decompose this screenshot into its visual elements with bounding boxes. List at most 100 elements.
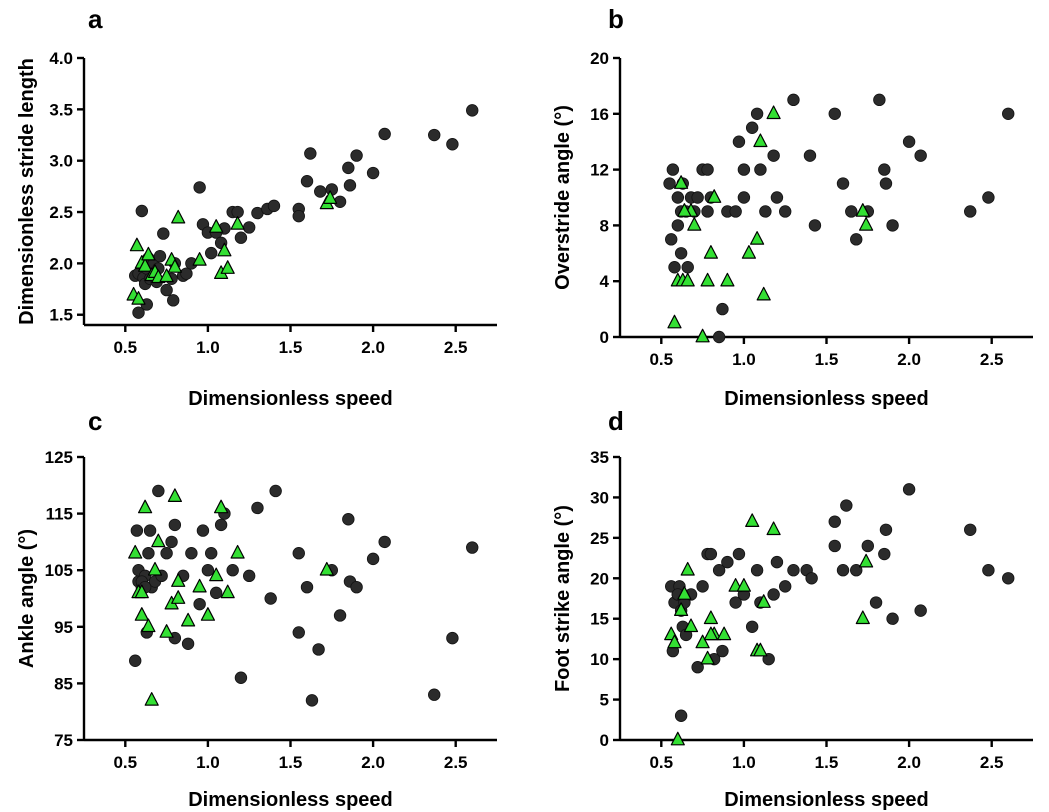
- data-point-triangle: [749, 231, 765, 245]
- data-point-circle: [787, 93, 800, 107]
- x-tick-label: 0.5: [113, 338, 137, 357]
- data-point-circle: [267, 199, 281, 213]
- data-point-circle: [242, 221, 256, 234]
- x-tick-label: 2.5: [980, 753, 1004, 772]
- data-point-circle: [185, 547, 198, 560]
- y-tick-label: 3.5: [49, 100, 73, 119]
- data-point-circle: [314, 185, 327, 198]
- y-tick-label: 115: [46, 505, 73, 524]
- x-tick-label: 2.5: [444, 753, 468, 772]
- data-point-circle: [770, 555, 784, 569]
- data-point-circle: [982, 564, 995, 577]
- panel-letter: c: [88, 406, 102, 436]
- data-point-circle: [300, 175, 314, 188]
- data-point-circle: [264, 592, 277, 605]
- data-point-circle: [779, 580, 792, 593]
- panel-a: a 1.5 2.0 2.5 3.0 3.5 4.0 0.5 1.0 1.5 2.0 2.5 Dimens…: [16, 4, 497, 410]
- data-point-circle: [446, 138, 459, 151]
- data-point-circle: [704, 547, 718, 561]
- y-tick-label: 5: [600, 691, 609, 710]
- data-point-circle: [732, 547, 746, 561]
- data-point-circle: [681, 261, 694, 274]
- data-point-circle: [691, 661, 704, 674]
- x-tick-label: 2.0: [897, 350, 921, 369]
- data-point-circle: [157, 227, 170, 240]
- data-point-triangle: [181, 612, 196, 627]
- data-point-circle: [674, 247, 688, 260]
- x-tick-label: 1.0: [196, 753, 220, 772]
- data-point-triangle: [855, 203, 870, 217]
- data-point-triangle: [707, 189, 722, 203]
- x-axis-label: Dimensionless speed: [724, 789, 929, 811]
- data-point-circle: [754, 163, 767, 176]
- data-point-circle: [214, 518, 228, 532]
- y-tick-label: 12: [590, 161, 609, 180]
- data-point-circle: [828, 515, 841, 528]
- data-point-triangle: [670, 731, 685, 746]
- data-point-circle: [378, 127, 391, 141]
- data-point-circle: [132, 306, 145, 319]
- data-point-triangle: [129, 237, 144, 252]
- data-point-triangle: [687, 217, 702, 231]
- y-tick-label: 0: [600, 328, 609, 347]
- data-point-circle: [446, 631, 459, 645]
- data-point-triangle: [700, 272, 715, 287]
- x-tick-label: 1.5: [815, 753, 839, 772]
- data-point-circle: [130, 524, 144, 537]
- data-point-triangle: [855, 610, 870, 625]
- data-point-triangle: [220, 584, 235, 599]
- data-point-circle: [665, 233, 678, 246]
- data-point-circle: [914, 604, 927, 617]
- data-point-circle: [180, 267, 193, 280]
- data-point-triangle: [319, 561, 334, 576]
- data-point-circle: [226, 564, 239, 577]
- data-point-triangle: [695, 328, 710, 343]
- data-point-circle: [878, 547, 891, 561]
- y-tick-label: 4.0: [49, 49, 73, 68]
- data-point-triangle: [720, 272, 735, 287]
- data-point-triangle: [167, 488, 182, 502]
- data-point-circle: [861, 539, 875, 553]
- data-point-circle: [153, 249, 167, 263]
- data-point-circle: [168, 518, 182, 532]
- data-point-circle: [666, 163, 680, 176]
- y-tick-label: 10: [590, 650, 609, 669]
- data-point-circle: [181, 637, 195, 650]
- x-axis-label: Dimensionless speed: [724, 388, 929, 410]
- data-point-circle: [836, 177, 850, 190]
- data-point-circle: [350, 149, 363, 162]
- data-point-circle: [160, 283, 173, 297]
- data-point-circle: [836, 564, 850, 577]
- x-tick-label: 0.5: [113, 753, 137, 772]
- data-point-triangle: [131, 291, 146, 305]
- data-point-circle: [902, 483, 916, 496]
- data-point-triangle: [667, 314, 682, 329]
- data-point-triangle: [192, 578, 207, 593]
- data-point-circle: [196, 524, 210, 537]
- data-point-circle: [729, 205, 742, 218]
- data-point-circle: [193, 597, 206, 611]
- data-point-triangle: [667, 634, 682, 649]
- data-point-circle: [428, 128, 441, 142]
- data-point-triangle: [138, 258, 153, 272]
- y-axis-label: Ankle angle (°): [16, 529, 38, 668]
- x-tick-label: 2.5: [444, 338, 468, 357]
- y-tick-label: 0: [600, 731, 609, 750]
- data-point-triangle: [134, 584, 149, 599]
- data-point-circle: [143, 524, 157, 537]
- data-point-triangle: [323, 190, 338, 204]
- data-point-triangle: [766, 521, 781, 536]
- data-point-triangle: [703, 626, 719, 641]
- data-point-circle: [701, 205, 714, 218]
- data-point-circle: [729, 596, 742, 609]
- data-point-triangle: [192, 252, 207, 266]
- data-point-triangle: [141, 618, 156, 633]
- data-point-circle: [205, 547, 218, 560]
- data-point-circle: [840, 499, 853, 512]
- data-point-circle: [886, 219, 899, 232]
- data-point-triangle: [683, 618, 699, 633]
- panel-c: c 75 85 95 105 115 125 0.5 1.0 1.5 2.0 2.5 Dimension…: [16, 406, 497, 811]
- data-point-triangle: [159, 624, 174, 638]
- y-tick-label: 75: [54, 731, 73, 750]
- data-point-triangle: [858, 553, 874, 568]
